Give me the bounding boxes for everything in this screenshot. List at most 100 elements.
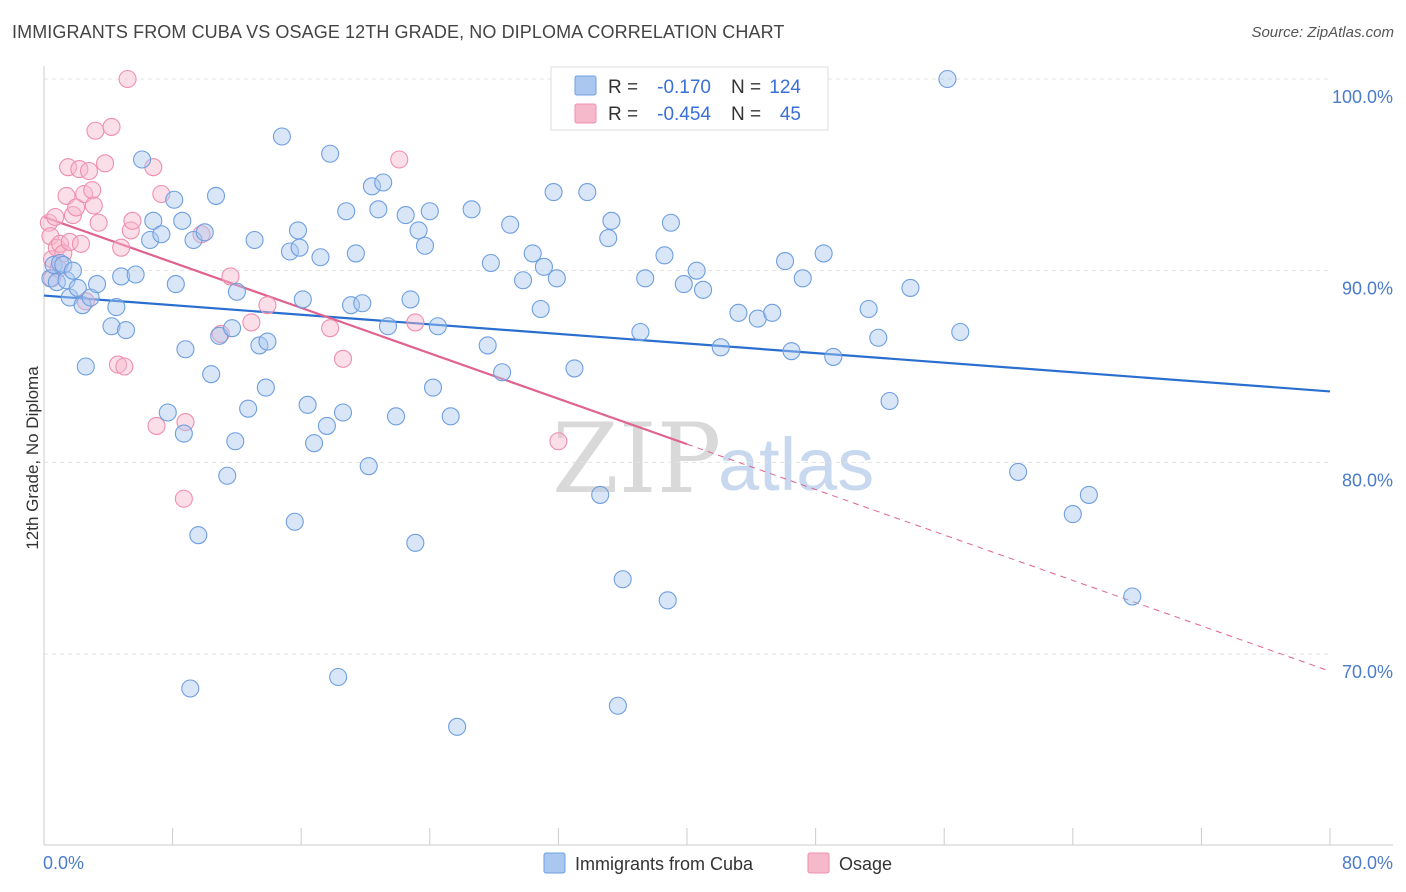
- cuba-point: [76, 357, 95, 376]
- cuba-point: [333, 403, 353, 422]
- cuba-point: [44, 255, 63, 274]
- cuba-point: [531, 299, 550, 319]
- osage-point: [176, 413, 195, 432]
- cuba-point: [401, 290, 420, 309]
- osage-point: [108, 355, 127, 374]
- cuba-point: [687, 261, 706, 280]
- legend-r-label-blue: R =: [608, 77, 638, 98]
- cuba-point: [87, 275, 107, 294]
- series-legend: Immigrants from Cuba Osage: [543, 852, 892, 874]
- cuba-point: [341, 296, 361, 315]
- cuba-point: [523, 244, 542, 263]
- cuba-point: [396, 206, 415, 225]
- cuba-point: [202, 365, 221, 384]
- cuba-point: [613, 570, 632, 589]
- cuba-point: [409, 221, 428, 240]
- cuba-point: [353, 294, 372, 313]
- osage-point: [60, 232, 79, 251]
- cuba-point: [176, 340, 195, 359]
- legend-r-value-pink: -0.454: [657, 104, 711, 125]
- cuba-point: [544, 183, 563, 202]
- legend-swatch-blue: [574, 75, 597, 96]
- y-tick-label: 80.0%: [1342, 470, 1393, 490]
- cuba-point: [112, 267, 131, 286]
- osage-point: [112, 238, 131, 257]
- cuba-point: [166, 275, 185, 294]
- cuba-point: [285, 512, 304, 531]
- cuba-point: [378, 317, 398, 336]
- cuba-point: [608, 696, 627, 715]
- legend-r-value-blue: -0.170: [657, 77, 711, 98]
- cuba-point: [258, 332, 277, 351]
- trendline-osage: [43, 215, 688, 446]
- osage-point: [89, 213, 108, 232]
- cuba-point: [346, 244, 365, 263]
- osage-point: [242, 313, 261, 332]
- cuba-point: [288, 221, 308, 240]
- y-tick-label: 90.0%: [1342, 279, 1393, 299]
- cuba-point: [501, 215, 520, 234]
- cuba-point: [793, 269, 812, 288]
- cuba-point: [369, 200, 388, 219]
- cuba-point: [636, 269, 655, 288]
- cuba-point: [578, 183, 597, 202]
- osage-point: [79, 161, 99, 181]
- cuba-point: [938, 69, 957, 89]
- cuba-point: [599, 229, 618, 248]
- y-axis-label: 12th Grade, No Diploma: [23, 366, 42, 550]
- cuba-point: [206, 186, 226, 205]
- cuba-point: [141, 230, 160, 250]
- cuba-point: [824, 347, 843, 366]
- cuba-point: [420, 202, 439, 221]
- osage-point: [147, 416, 166, 435]
- series-legend-swatch-osage: [807, 852, 830, 874]
- legend-n-value-blue: 124: [769, 77, 801, 98]
- cuba-point: [782, 342, 801, 361]
- watermark-zip: ZIP: [552, 403, 721, 515]
- osage-points: [39, 69, 568, 508]
- cuba-point: [102, 317, 121, 336]
- cuba-point: [441, 407, 460, 426]
- gridlines: [44, 78, 1330, 655]
- osage-point: [59, 158, 78, 177]
- cuba-point: [321, 144, 340, 163]
- cuba-point: [54, 255, 73, 274]
- cuba-point: [298, 395, 317, 414]
- axes: [43, 66, 1393, 846]
- cuba-point: [448, 717, 467, 736]
- cuba-point: [126, 265, 145, 284]
- cuba-point: [674, 275, 693, 294]
- cuba-point: [534, 257, 553, 276]
- cuba-point: [481, 253, 500, 273]
- x-tick-label-min: 0.0%: [43, 853, 84, 873]
- chart-title: IMMIGRANTS FROM CUBA VS OSAGE 12TH GRADE…: [12, 22, 785, 42]
- y-tick-label: 100.0%: [1332, 87, 1393, 107]
- cuba-point: [181, 679, 200, 698]
- osage-point: [258, 296, 277, 315]
- cuba-point: [776, 252, 795, 271]
- cuba-point: [711, 338, 730, 357]
- series-legend-swatch-cuba: [543, 852, 566, 874]
- cuba-point: [311, 248, 330, 267]
- cuba-point: [329, 667, 348, 687]
- cuba-point: [63, 261, 82, 280]
- cuba-point: [107, 298, 126, 317]
- osage-point: [46, 207, 65, 227]
- cuba-point: [337, 202, 356, 221]
- osage-point: [221, 267, 240, 286]
- series-legend-label-cuba: Immigrants from Cuba: [575, 854, 754, 874]
- osage-point: [41, 227, 60, 246]
- osage-point: [333, 349, 353, 368]
- osage-point: [71, 234, 91, 253]
- cuba-point: [256, 378, 275, 397]
- cuba-point: [173, 211, 192, 230]
- cuba-point: [152, 225, 171, 244]
- osage-point: [67, 198, 86, 217]
- cuba-point: [272, 127, 291, 146]
- osage-point: [118, 69, 137, 89]
- cuba-point: [547, 269, 566, 288]
- cuba-point: [869, 328, 888, 347]
- cuba-point: [859, 299, 878, 319]
- cuba-point: [280, 242, 299, 261]
- cuba-point: [658, 591, 677, 610]
